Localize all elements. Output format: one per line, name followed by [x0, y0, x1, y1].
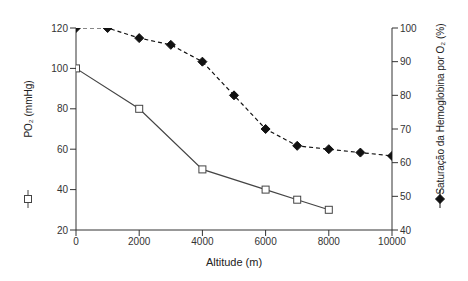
svg-text:40: 40 [400, 225, 412, 236]
svg-text:100: 100 [400, 23, 417, 34]
svg-text:20: 20 [57, 225, 69, 236]
svg-text:60: 60 [57, 144, 69, 155]
svg-text:6000: 6000 [254, 236, 277, 247]
svg-text:70: 70 [400, 124, 412, 135]
svg-text:Saturação da Hemoglobina por O: Saturação da Hemoglobina por O₂ (%) [435, 23, 446, 194]
svg-text:50: 50 [400, 191, 412, 202]
svg-text:90: 90 [400, 56, 412, 67]
svg-text:60: 60 [400, 157, 412, 168]
svg-text:120: 120 [51, 23, 68, 34]
svg-text:80: 80 [57, 103, 69, 114]
svg-text:Altitude (m): Altitude (m) [206, 256, 262, 268]
svg-text:4000: 4000 [191, 236, 214, 247]
svg-text:2000: 2000 [128, 236, 151, 247]
svg-text:80: 80 [400, 90, 412, 101]
svg-text:40: 40 [57, 184, 69, 195]
svg-text:8000: 8000 [318, 236, 341, 247]
svg-text:10000: 10000 [378, 236, 406, 247]
svg-text:100: 100 [51, 63, 68, 74]
svg-text:0: 0 [73, 236, 79, 247]
svg-text:PO₂ (mmHg): PO₂ (mmHg) [23, 80, 34, 137]
